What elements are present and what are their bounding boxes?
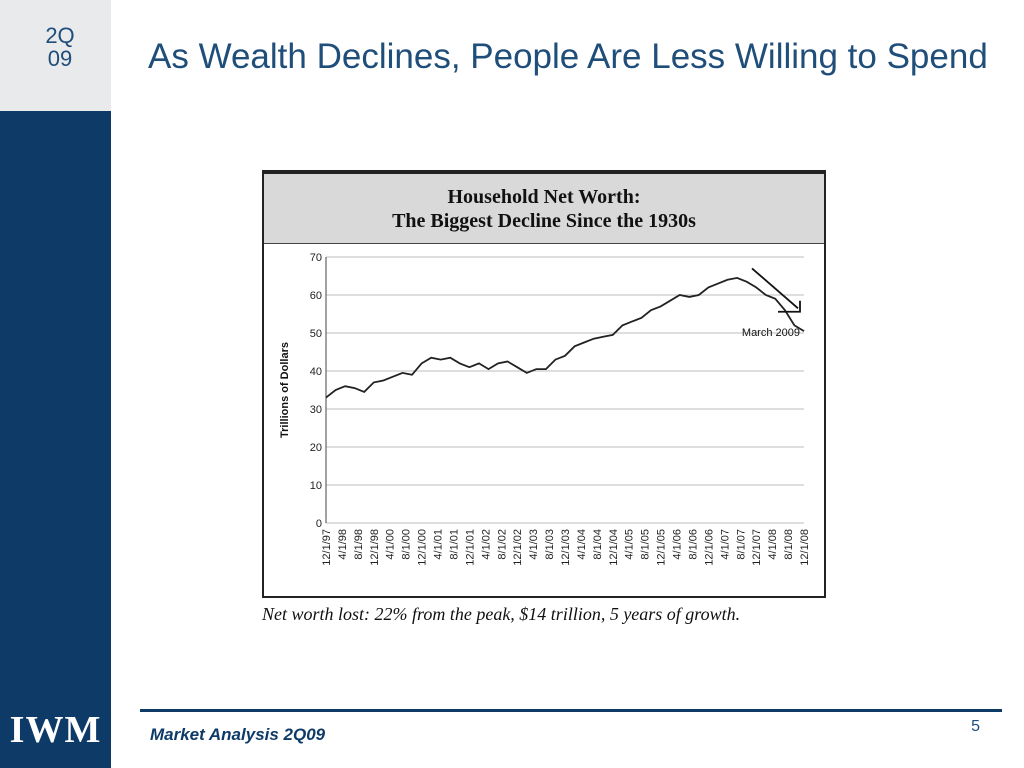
chart-header: Household Net Worth: The Biggest Decline… xyxy=(264,174,824,244)
sidebar-top-panel: 2Q 09 xyxy=(0,0,111,111)
y-tick-label: 30 xyxy=(310,404,322,416)
y-tick-label: 60 xyxy=(310,290,322,302)
x-tick-label: 12/1/02 xyxy=(512,529,524,566)
slide-title: As Wealth Declines, People Are Less Will… xyxy=(148,37,988,76)
x-tick-label: 4/1/01 xyxy=(433,529,445,560)
y-tick-label: 0 xyxy=(316,518,322,530)
x-tick-label: 8/1/00 xyxy=(401,529,413,560)
x-tick-label: 8/1/01 xyxy=(448,529,460,560)
quarter-line-2: 09 xyxy=(47,46,73,71)
net-worth-line xyxy=(325,276,805,399)
annotation-march-2009: March 2009 xyxy=(742,327,800,339)
quarter-line-1: 2Q xyxy=(45,23,75,48)
x-tick-label: 4/1/04 xyxy=(576,529,588,560)
x-tick-label: 4/1/03 xyxy=(528,529,540,560)
decline-arrow-head xyxy=(778,300,801,313)
x-tick-label: 8/1/08 xyxy=(783,529,795,560)
x-tick-label: 12/1/08 xyxy=(799,529,811,566)
x-tick-label: 4/1/02 xyxy=(480,529,492,560)
x-tick-label: 8/1/07 xyxy=(735,529,747,560)
y-axis-label: Trillions of Dollars xyxy=(279,342,291,438)
x-tick-label: 4/1/08 xyxy=(767,529,779,560)
chart-title: Household Net Worth: xyxy=(447,186,641,208)
chart-subtitle: The Biggest Decline Since the 1930s xyxy=(392,210,696,232)
x-tick-label: 12/1/07 xyxy=(751,529,763,566)
x-tick-label: 8/1/04 xyxy=(592,529,604,560)
x-tick-label: 12/1/04 xyxy=(608,529,620,566)
y-tick-label: 50 xyxy=(310,328,322,340)
x-tick-label: 4/1/06 xyxy=(672,529,684,560)
quarter-label: 2Q 09 xyxy=(36,24,84,70)
x-tick-label: 4/1/05 xyxy=(624,529,636,560)
chart-caption: Net worth lost: 22% from the peak, $14 t… xyxy=(262,604,741,624)
x-tick-label: 8/1/02 xyxy=(496,529,508,560)
footer-divider xyxy=(140,709,1002,712)
x-tick-label: 12/1/97 xyxy=(321,529,333,566)
chart-container: Household Net Worth: The Biggest Decline… xyxy=(262,170,826,598)
y-tick-label: 70 xyxy=(310,252,322,264)
x-tick-label: 8/1/98 xyxy=(353,529,365,560)
y-tick-label: 20 xyxy=(310,442,322,454)
page-number: 5 xyxy=(971,718,980,735)
iwm-logo: IWM xyxy=(9,709,102,751)
x-tick-label: 4/1/98 xyxy=(337,529,349,560)
x-tick-label: 8/1/05 xyxy=(640,529,652,560)
y-tick-label: 10 xyxy=(310,480,322,492)
x-tick-label: 12/1/05 xyxy=(656,529,668,566)
footer-label: Market Analysis 2Q09 xyxy=(150,725,326,744)
x-tick-label: 12/1/00 xyxy=(417,529,429,566)
x-tick-label: 12/1/03 xyxy=(560,529,572,566)
x-tick-label: 12/1/01 xyxy=(464,529,476,566)
net-worth-chart: 0 10 20 30 40 50 60 70 Trillions of Dollars 12/1/… xyxy=(279,252,811,566)
x-tick-label: 12/1/06 xyxy=(703,529,715,566)
x-tick-label: 8/1/06 xyxy=(687,529,699,560)
y-tick-label: 40 xyxy=(310,366,322,378)
x-tick-label: 12/1/98 xyxy=(369,529,381,566)
x-tick-label: 4/1/00 xyxy=(385,529,397,560)
decline-arrow xyxy=(751,267,799,309)
x-tick-label: 8/1/03 xyxy=(544,529,556,560)
sidebar: 2Q 09 IWM xyxy=(0,0,111,768)
x-tick-label: 4/1/07 xyxy=(719,529,731,560)
